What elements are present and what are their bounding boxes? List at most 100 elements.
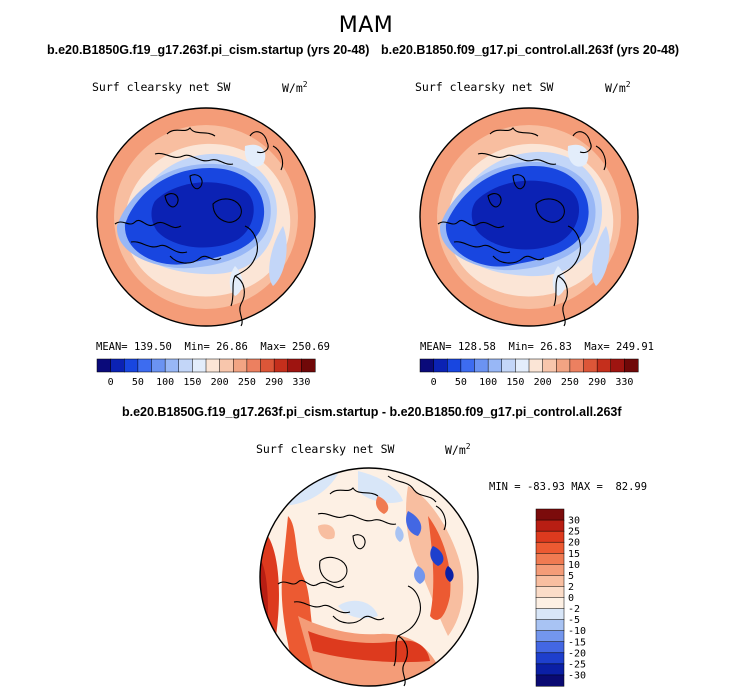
colorbar-level-label: -15: [568, 637, 586, 648]
colorbar-swatch: [178, 358, 193, 373]
colorbar-swatch: [535, 564, 565, 576]
colorbar-tick-label: 250: [561, 377, 579, 388]
colorbar-swatch: [501, 358, 516, 373]
colorbar-swatch: [596, 358, 612, 373]
colorbar-tick-label: 200: [211, 377, 229, 388]
panel-1-map: [96, 107, 316, 327]
panel-1-mean-value: 139.50: [133, 341, 172, 353]
colorbar-swatch: [535, 541, 565, 554]
colorbar-level-label: -10: [568, 626, 586, 637]
colorbar-level-label: -20: [568, 648, 586, 659]
colorbar-swatch: [246, 358, 262, 373]
colorbar-swatch: [233, 358, 248, 373]
colorbar-swatch: [151, 358, 166, 373]
colorbar-tick-label: 0: [108, 377, 114, 388]
panel-2-max-value: 249.91: [616, 341, 654, 353]
colorbar-tick-label: 200: [534, 377, 552, 388]
colorbar-swatch: [124, 358, 139, 373]
colorbar-swatch: [535, 630, 565, 643]
panel-2-units-exp: 2: [625, 80, 631, 89]
panel-1-max-value: 250.69: [292, 341, 330, 353]
colorbar-swatch: [556, 358, 571, 373]
colorbar-swatch: [535, 575, 565, 587]
colorbar-swatch: [535, 597, 565, 610]
colorbar-swatch: [535, 519, 565, 532]
colorbar-swatch: [515, 358, 530, 373]
colorbar-tick-label: 0: [431, 377, 437, 388]
colorbar-swatches: [96, 358, 316, 373]
colorbar-level-label: 5: [568, 571, 574, 582]
colorbar-tick-label: 50: [455, 377, 467, 388]
colorbar-swatch: [301, 358, 316, 373]
diff-field-label: Surf clearsky net SW: [256, 442, 395, 456]
diff-max-label: MAX =: [571, 481, 603, 493]
diff-min-value: -83.93: [526, 481, 565, 493]
diff-units: W/m2: [445, 442, 471, 457]
panel-1-mean-label: MEAN=: [96, 341, 128, 353]
colorbar-swatch: [287, 358, 302, 373]
panel-1-units-exp: 2: [302, 80, 308, 89]
diff-title: b.e20.B1850G.f19_g17.263f.pi_cism.startu…: [122, 405, 622, 419]
colorbar-tick-label: 50: [132, 377, 144, 388]
panel-1-max-label: Max=: [260, 341, 286, 353]
colorbar-swatches: [419, 358, 639, 373]
colorbar-level-label: 2: [568, 582, 574, 593]
colorbar-swatch: [474, 358, 489, 373]
panel-2-colorbar: 0 50 100 150 200 250 290 330: [419, 358, 639, 388]
panel-2-mean-value: 128.58: [457, 341, 496, 353]
colorbar-tick-label: 290: [265, 377, 283, 388]
colorbar-swatch: [535, 553, 565, 565]
colorbar-swatches: [535, 508, 565, 687]
panel-1-stats: MEAN= 139.50 Min= 26.86 Max= 250.69: [96, 341, 330, 353]
colorbar-tick-label: 330: [615, 377, 633, 388]
colorbar-tick-label: 330: [292, 377, 310, 388]
panel-2-min-value: 26.83: [540, 341, 572, 353]
colorbar-swatch: [487, 358, 503, 373]
colorbar-swatch: [433, 358, 448, 373]
panel-2-map: [419, 107, 639, 327]
colorbar-level-label: 15: [568, 549, 580, 560]
colorbar-tick-label: 100: [156, 377, 174, 388]
panel-2-units: W/m2: [605, 80, 631, 95]
colorbar-level-label: -5: [568, 615, 580, 626]
colorbar-swatch: [260, 358, 275, 373]
colorbar-tick-label: 150: [183, 377, 201, 388]
colorbar-level-label: 25: [568, 527, 580, 538]
panel-2-stats: MEAN= 128.58 Min= 26.83 Max= 249.91: [420, 341, 654, 353]
colorbar-swatch: [96, 358, 112, 373]
panel-1-colorbar: 0 50 100 150 200 250 290 330: [96, 358, 316, 388]
colorbar-level-label: 20: [568, 538, 580, 549]
colorbar-swatch: [192, 358, 207, 373]
diff-map: [259, 467, 479, 687]
panel-1-min-label: Min=: [184, 341, 210, 353]
colorbar-tick-label: 150: [506, 377, 524, 388]
colorbar-tick-label: 100: [479, 377, 497, 388]
panel-1-units-base: W/m: [282, 80, 303, 95]
colorbar-tick-label: 290: [588, 377, 606, 388]
colorbar-swatch: [535, 663, 565, 676]
panel-2-units-base: W/m: [605, 80, 626, 95]
figure-title: MAM: [338, 13, 394, 38]
panel-2-title: b.e20.B1850.f09_g17.pi_control.all.263f …: [381, 43, 680, 57]
colorbar-swatch: [137, 358, 153, 373]
panel-2-field-label: Surf clearsky net SW: [415, 80, 554, 94]
colorbar-swatch: [110, 358, 125, 373]
colorbar-tick-labels: 0 50 100 150 200 250 290 330: [108, 377, 311, 388]
colorbar-swatch: [542, 358, 557, 373]
colorbar-swatch: [205, 358, 221, 373]
panel-1-field-label: Surf clearsky net SW: [92, 80, 231, 94]
diff-max-value: 82.99: [615, 481, 648, 493]
colorbar-swatch: [219, 358, 234, 373]
colorbar-level-label: 30: [568, 516, 580, 527]
colorbar-swatch: [447, 358, 462, 373]
panel-2-min-label: Min=: [508, 341, 534, 353]
diff-units-exp: 2: [465, 442, 471, 451]
colorbar-swatch: [535, 608, 565, 621]
colorbar-swatch: [583, 358, 598, 373]
panel-2-max-label: Max=: [584, 341, 610, 353]
colorbar-level-label: -25: [568, 659, 586, 670]
diff-units-base: W/m: [445, 442, 466, 457]
colorbar-swatch: [460, 358, 476, 373]
